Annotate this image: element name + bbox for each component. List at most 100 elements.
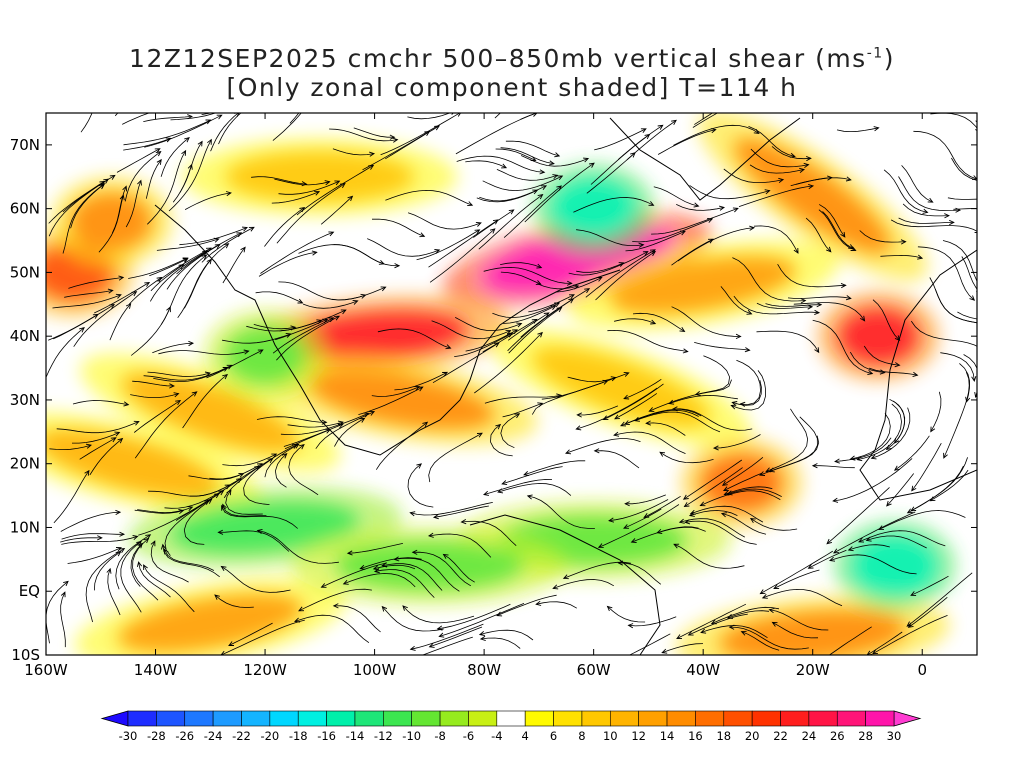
streamline [272,113,302,141]
colorbar-label: -12 [374,729,393,743]
streamline-arrowhead [673,543,680,549]
streamline [163,549,215,571]
streamline [353,127,395,138]
streamline-arrowhead [523,470,530,476]
streamline-arrowhead [182,257,189,263]
streamline-arrowhead [207,138,212,145]
streamline-arrowhead [202,250,209,256]
colorbar-swatch [468,710,498,727]
map-axes: 160W 140W 120W 100W 80W 60W 40W 20W 0 10S EQ 10N 20N… [10,113,977,679]
streamline [766,408,809,472]
streamline-arrowhead [501,480,508,486]
streamline [576,387,658,430]
streamline-arrowhead [668,399,675,405]
streamline [906,572,973,627]
streamline [496,594,557,616]
streamline [568,251,648,276]
streamline-arrowhead [927,197,934,203]
streamline-arrowhead [826,538,833,545]
streamline [777,263,846,288]
colorbar-label: 22 [773,729,788,743]
streamline-arrowhead [394,263,401,269]
streamline-arrowhead [799,167,806,173]
streamline [553,579,614,589]
streamline [732,380,762,406]
streamline [890,219,977,232]
streamline-arrowhead [416,463,423,469]
streamline [402,605,475,624]
streamline [672,408,753,431]
streamline-arrowhead [154,148,161,153]
colorbar-label: 4 [522,729,529,743]
streamline [310,113,311,114]
streamline [184,192,231,210]
streamline-arrowhead [216,114,223,120]
streamline [362,131,430,171]
streamline-arrowhead [722,486,729,492]
streamline-arrowhead [109,174,116,180]
streamline [833,511,916,554]
streamline [520,288,590,338]
streamline [669,394,738,404]
streamline-arrowhead [369,411,376,416]
shear-feature [733,137,892,255]
lon-tick-label: 40W [686,661,720,679]
lat-tick-label: 70N [10,136,40,154]
streamline [872,299,900,341]
streamline [179,227,248,246]
streamline [150,264,184,292]
streamline-arrowhead [79,327,85,333]
streamline-arrowhead [848,244,855,250]
streamline [271,191,320,204]
streamline [497,483,572,496]
streamline [210,113,239,152]
streamline-arrowhead [608,517,615,523]
streamline-arrowhead [181,149,187,156]
streamline-arrowhead [845,295,852,301]
streamline-arrowhead [368,164,375,170]
streamline [812,465,855,469]
streamline [772,622,819,639]
streamline [585,249,656,298]
streamline [222,247,246,284]
streamline [848,544,890,551]
streamline-arrowhead [144,55,148,60]
streamline-arrowhead [807,563,814,569]
streamline-arrowhead [593,448,600,454]
colorbar-label: 12 [631,729,646,743]
streamline-arrowhead [906,621,913,627]
streamline-arrowhead [971,376,977,383]
streamline [866,535,927,549]
streamline-arrowhead [661,648,668,654]
streamline [407,113,451,120]
streamline [653,186,699,207]
streamline [479,629,534,641]
streamline-arrowhead [930,426,936,433]
shear-feature [46,428,221,499]
streamline [148,484,230,497]
streamline [107,568,121,616]
colorbar-swatch [297,710,327,727]
streamline-arrowhead [597,543,604,549]
streamline [222,333,291,344]
lon-tick-label: 20W [796,661,830,679]
streamline-arrowhead [84,469,90,476]
streamline-arrowhead [870,454,877,460]
streamline-arrowhead [206,498,213,504]
streamline [407,212,482,230]
streamline [805,217,832,252]
streamline [849,351,885,373]
streamline [951,157,977,181]
streamline [628,616,677,627]
streamline [733,295,820,315]
streamline [632,218,713,243]
streamline-arrowhead [969,295,976,301]
streamline-arrowhead [893,437,900,444]
colorbar-label: -20 [260,729,279,743]
streamline [53,470,90,524]
streamline-arrowhead [137,179,142,186]
streamline [694,113,714,125]
lat-tick-label: 60N [10,200,40,218]
streamline-arrowhead [115,293,122,299]
streamline-arrowhead [380,286,387,292]
